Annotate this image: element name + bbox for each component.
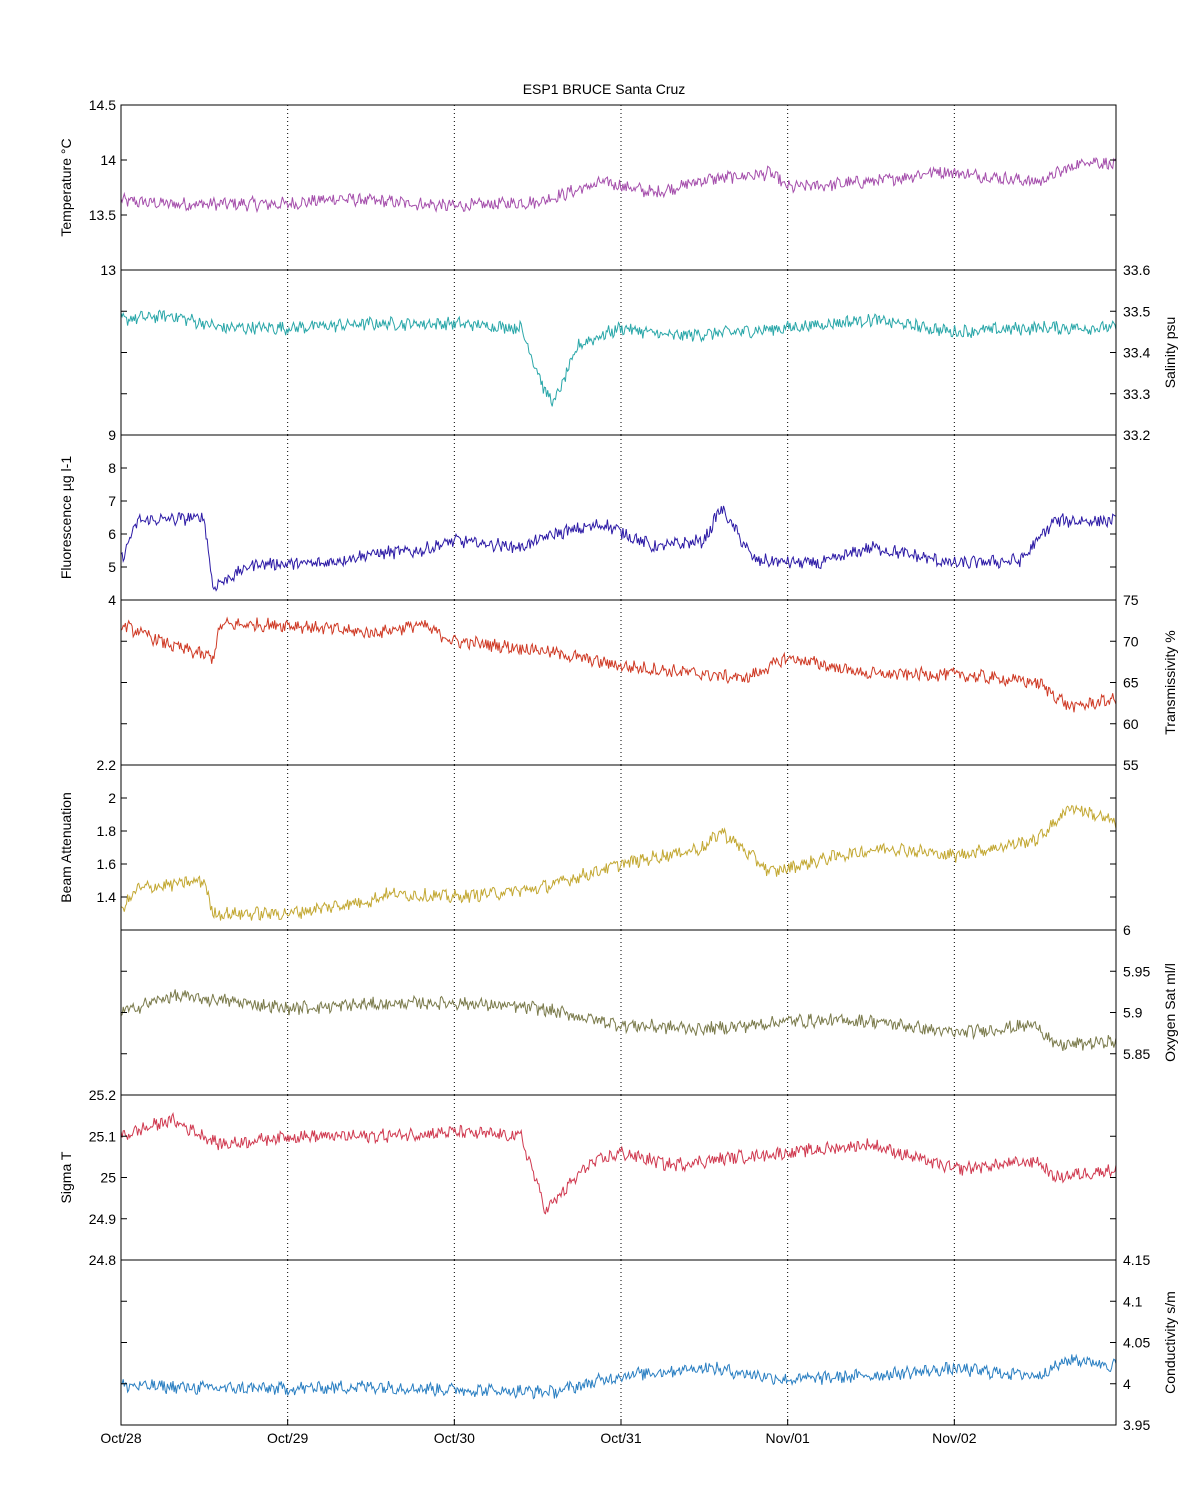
y-tick-label: 6 [1123, 922, 1131, 938]
y-tick-label: 75 [1123, 592, 1139, 608]
series-line [120, 804, 1117, 921]
plot-frame [120, 269, 1117, 436]
y-tick-label: 13.5 [89, 207, 116, 223]
panel-7: 25.2 25.1 25 24.9 24.8 Sigma T [58, 1087, 1117, 1268]
y-tick-label: 24.8 [89, 1252, 116, 1268]
y-tick-label: 5.9 [1123, 1005, 1143, 1021]
y-tick-label: 25 [100, 1170, 116, 1186]
panel-2: 33.6 33.5 33.4 33.3 33.2 Salinity psu [120, 262, 1178, 443]
y-tick-label: 6 [108, 526, 116, 542]
x-tick-label: Oct/30 [434, 1430, 475, 1446]
y-tick-label: 5.95 [1123, 963, 1150, 979]
y-tick-label: 4 [108, 592, 116, 608]
y-tick-label: 33.2 [1123, 427, 1150, 443]
x-tick-label: Nov/02 [932, 1430, 977, 1446]
x-tick-label: Nov/01 [765, 1430, 810, 1446]
y-tick-label: 1.6 [97, 856, 117, 872]
y-tick-label: 65 [1123, 675, 1139, 691]
y-tick-label: 55 [1123, 757, 1139, 773]
y-tick-label: 33.6 [1123, 262, 1150, 278]
y-tick-label: 4.15 [1123, 1252, 1150, 1268]
y-tick-label: 14.5 [89, 97, 116, 113]
y-tick-label: 33.4 [1123, 345, 1150, 361]
panel-1: 14.5 14 13.5 13 Temperature °C [58, 97, 1117, 278]
y-axis-label: Conductivity s/m [1162, 1291, 1178, 1394]
y-tick-label: 60 [1123, 716, 1139, 732]
y-tick-label: 5 [108, 559, 116, 575]
plot-frame [120, 764, 1117, 931]
panel-8: 4.15 4.1 4.05 4 3.95 Conductivity s/m [120, 1252, 1178, 1433]
series-line [120, 989, 1117, 1052]
y-axis-label: Sigma T [58, 1151, 74, 1203]
series-line [120, 616, 1117, 713]
y-tick-label: 3.95 [1123, 1417, 1150, 1433]
panel-5: 2.2 2 1.8 1.6 1.4 Beam Attenuation [58, 757, 1117, 931]
x-tick-label: Oct/31 [600, 1430, 641, 1446]
y-tick-label: 24.9 [89, 1211, 116, 1227]
y-tick-label: 4.1 [1123, 1293, 1143, 1309]
series-line [120, 309, 1117, 407]
y-tick-label: 7 [108, 493, 116, 509]
y-axis-label: Beam Attenuation [58, 792, 74, 903]
y-axis-label: Oxygen Sat ml/l [1162, 963, 1178, 1062]
y-tick-label: 70 [1123, 633, 1139, 649]
y-tick-label: 8 [108, 460, 116, 476]
y-tick-label: 13 [100, 262, 116, 278]
plot-frame [120, 1094, 1117, 1261]
plot-frame [120, 1259, 1117, 1426]
y-tick-label: 1.4 [97, 889, 117, 905]
y-axis-label: Fluorescence µg l-1 [58, 456, 74, 579]
y-tick-label: 4 [1123, 1376, 1131, 1392]
series-line [120, 156, 1117, 214]
y-tick-label: 2 [108, 790, 116, 806]
series-line [120, 1353, 1117, 1400]
y-tick-label: 5.85 [1123, 1046, 1150, 1062]
series-line [120, 505, 1117, 592]
y-axis-label: Temperature °C [58, 138, 74, 236]
y-tick-label: 33.3 [1123, 386, 1150, 402]
x-axis: Oct/28 Oct/29 Oct/30 Oct/31 Nov/01 Nov/02 [100, 1419, 977, 1446]
plot-frame [120, 929, 1117, 1096]
panel-6: 6 5.95 5.9 5.85 Oxygen Sat ml/l [120, 922, 1178, 1096]
y-tick-label: 9 [108, 427, 116, 443]
y-tick-label: 14 [100, 152, 116, 168]
series-line [120, 1112, 1117, 1215]
y-tick-label: 33.5 [1123, 303, 1150, 319]
y-tick-label: 4.05 [1123, 1335, 1150, 1351]
y-axis-label: Transmissivity % [1162, 630, 1178, 735]
y-tick-label: 25.2 [89, 1087, 116, 1103]
panel-4: 75 70 65 60 55 Transmissivity % [120, 592, 1178, 773]
chart-title: ESP1 BRUCE Santa Cruz [523, 81, 686, 97]
y-tick-label: 1.8 [97, 823, 117, 839]
y-tick-label: 25.1 [89, 1128, 116, 1144]
y-axis-label: Salinity psu [1162, 317, 1178, 389]
x-tick-label: Oct/29 [267, 1430, 308, 1446]
y-tick-label: 2.2 [97, 757, 117, 773]
plot-frame [120, 434, 1117, 601]
panel-3: 9 8 7 6 5 4 Fluorescence µg l-1 [58, 427, 1117, 608]
x-tick-label: Oct/28 [100, 1430, 141, 1446]
